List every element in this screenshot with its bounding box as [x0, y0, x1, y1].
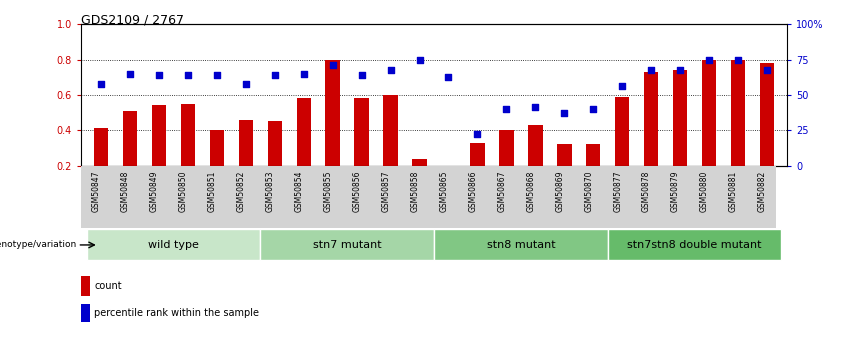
Bar — [354, 98, 368, 166]
Text: GSM50867: GSM50867 — [497, 170, 506, 212]
Point — [326, 62, 340, 68]
Bar — [267, 121, 282, 166]
Bar — [81, 276, 89, 296]
Point — [528, 105, 542, 110]
Text: GSM50848: GSM50848 — [121, 170, 130, 212]
Bar — [500, 130, 514, 166]
Text: GSM50866: GSM50866 — [468, 170, 477, 212]
Point — [123, 71, 137, 76]
Point — [239, 81, 253, 87]
Point — [557, 110, 571, 115]
Text: GSM50880: GSM50880 — [700, 170, 709, 212]
Bar — [434, 229, 608, 260]
Point — [673, 67, 687, 73]
Text: GSM50853: GSM50853 — [266, 170, 275, 212]
Bar — [608, 229, 781, 260]
Bar — [325, 59, 340, 166]
Point — [210, 73, 224, 78]
Text: count: count — [94, 281, 122, 291]
Bar — [731, 59, 745, 166]
Bar — [87, 229, 260, 260]
Text: GSM50858: GSM50858 — [410, 170, 420, 212]
Bar — [586, 144, 601, 166]
Bar — [760, 63, 774, 166]
Text: wild type: wild type — [148, 240, 199, 250]
Text: stn7stn8 double mutant: stn7stn8 double mutant — [627, 240, 762, 250]
Text: GSM50856: GSM50856 — [352, 170, 362, 212]
Bar — [557, 144, 572, 166]
Text: GSM50865: GSM50865 — [439, 170, 448, 212]
Text: percentile rank within the sample: percentile rank within the sample — [94, 308, 260, 318]
Bar — [180, 104, 195, 166]
Point — [181, 73, 195, 78]
Bar — [94, 128, 108, 166]
Bar — [209, 130, 224, 166]
Bar — [442, 166, 456, 189]
Point — [702, 57, 716, 62]
Text: genotype/variation: genotype/variation — [0, 240, 77, 249]
Text: GSM50882: GSM50882 — [758, 170, 767, 212]
Text: stn8 mutant: stn8 mutant — [487, 240, 555, 250]
Bar — [471, 142, 485, 166]
Text: GSM50869: GSM50869 — [555, 170, 564, 212]
Point — [731, 57, 745, 62]
Bar — [702, 59, 717, 166]
Point — [355, 73, 368, 78]
Text: GSM50881: GSM50881 — [729, 170, 738, 212]
Bar — [673, 70, 688, 166]
Text: GSM50878: GSM50878 — [643, 170, 651, 212]
Point — [94, 81, 108, 87]
Text: GSM50857: GSM50857 — [381, 170, 391, 212]
Text: GSM50877: GSM50877 — [614, 170, 622, 212]
Text: stn7 mutant: stn7 mutant — [313, 240, 381, 250]
Point — [297, 71, 311, 76]
Text: GSM50868: GSM50868 — [526, 170, 535, 212]
Text: GSM50855: GSM50855 — [323, 170, 333, 212]
Text: GSM50849: GSM50849 — [150, 170, 159, 212]
Text: GSM50879: GSM50879 — [671, 170, 680, 212]
Text: GSM50870: GSM50870 — [585, 170, 593, 212]
Bar — [383, 95, 397, 166]
Bar — [528, 125, 543, 166]
Point — [413, 57, 426, 62]
Bar — [81, 304, 89, 322]
Text: GDS2109 / 2767: GDS2109 / 2767 — [81, 14, 184, 27]
Text: GSM50847: GSM50847 — [92, 170, 101, 212]
Bar — [260, 229, 434, 260]
Point — [644, 67, 658, 73]
Text: GSM50854: GSM50854 — [294, 170, 304, 212]
Bar — [296, 98, 311, 166]
Point — [268, 73, 282, 78]
Point — [586, 106, 600, 112]
Point — [500, 106, 513, 112]
Bar — [123, 111, 137, 166]
Bar — [238, 120, 253, 166]
Text: GSM50852: GSM50852 — [237, 170, 246, 212]
Bar — [615, 97, 630, 166]
Point — [615, 83, 629, 89]
Bar — [644, 72, 659, 166]
Point — [152, 73, 166, 78]
Point — [760, 67, 774, 73]
Point — [384, 67, 397, 73]
Text: GSM50851: GSM50851 — [208, 170, 217, 212]
Point — [471, 131, 484, 137]
Point — [442, 75, 455, 80]
Text: GSM50850: GSM50850 — [179, 170, 188, 212]
Bar — [151, 106, 166, 166]
Bar — [412, 159, 426, 166]
